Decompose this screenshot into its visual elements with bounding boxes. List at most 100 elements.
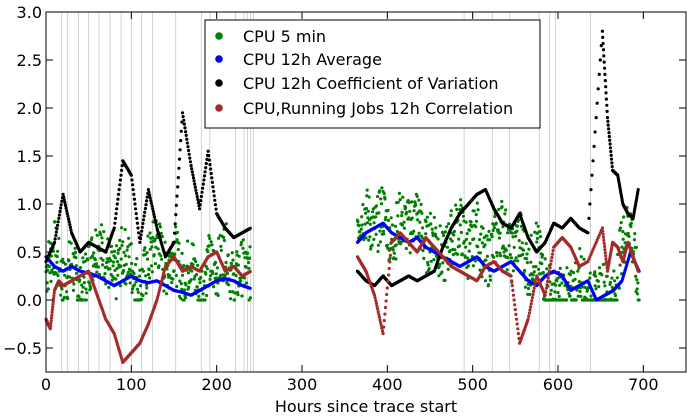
series-0-point: [434, 226, 438, 230]
series-2-point: [212, 194, 216, 198]
series-0-point: [569, 269, 573, 273]
series-0-point: [119, 257, 123, 261]
series-0-point: [510, 231, 514, 235]
series-3-point: [160, 276, 164, 280]
series-0-point: [49, 279, 53, 283]
series-2-point: [603, 79, 607, 83]
series-2-point: [139, 233, 143, 237]
series-3-point: [158, 286, 162, 290]
series-2-point: [130, 178, 134, 182]
series-2-point: [601, 35, 605, 40]
series-2-point: [145, 195, 149, 199]
series-0-point: [115, 266, 119, 271]
series-3-point: [373, 296, 377, 300]
series-0-point: [106, 260, 110, 264]
series-2-point: [118, 178, 122, 182]
series-0-point: [180, 251, 184, 255]
series-0-point: [636, 281, 640, 285]
series-3-point: [593, 243, 597, 247]
series-0-point: [457, 244, 462, 248]
series-2-point: [117, 188, 121, 192]
series-0-point: [150, 270, 154, 274]
series-0-point: [618, 263, 622, 267]
series-0-point: [449, 213, 453, 217]
series-0-point: [151, 236, 155, 240]
series-3-point: [600, 226, 605, 230]
series-2-point: [59, 203, 63, 207]
series-2-point: [195, 191, 199, 195]
series-2-point: [144, 203, 148, 207]
series-0-point: [470, 225, 474, 229]
series-2-point: [151, 209, 155, 214]
series-3-point: [49, 319, 53, 323]
series-0-point: [512, 245, 516, 249]
series-3-point: [383, 312, 387, 316]
series-0-point: [464, 220, 468, 224]
series-2-point: [181, 115, 185, 119]
series-3-point: [248, 269, 252, 274]
series-3-point: [387, 273, 391, 277]
series-0-point: [162, 289, 166, 293]
series-0-point: [543, 257, 547, 261]
series-0-point: [451, 253, 455, 257]
series-0-point: [576, 269, 580, 273]
series-2-point: [131, 183, 135, 187]
series-0-point: [600, 273, 604, 277]
series-0-point: [487, 229, 491, 233]
series-0-point: [434, 235, 438, 239]
series-2-point: [603, 66, 607, 70]
series-0-point: [197, 294, 201, 298]
series-0-point: [366, 209, 370, 213]
series-0-point: [110, 244, 114, 248]
series-2-point: [248, 226, 252, 230]
series-0-point: [118, 246, 122, 250]
series-0-point: [525, 261, 530, 265]
series-0-point: [385, 243, 389, 247]
series-0-point: [118, 238, 122, 242]
series-0-point: [207, 234, 211, 238]
series-0-point: [613, 294, 618, 298]
series-3-point: [374, 301, 378, 305]
series-0-point: [478, 268, 482, 272]
series-0-point: [134, 262, 138, 267]
series-0-point: [126, 245, 130, 249]
series-3-point: [531, 292, 535, 297]
series-0-point: [139, 284, 143, 288]
series-0-point: [505, 268, 509, 272]
series-2-point: [192, 179, 196, 183]
series-0-point: [498, 231, 502, 235]
series-2-point: [56, 223, 60, 227]
series-2-point: [213, 198, 217, 202]
series-0-point: [208, 277, 212, 281]
y-tick-label: 1.5: [17, 147, 42, 166]
series-0-point: [393, 224, 398, 228]
series-2-point: [588, 202, 592, 206]
series-3-point: [510, 279, 514, 283]
series-0-point: [219, 244, 223, 248]
series-0-point: [65, 290, 69, 294]
series-0-point: [526, 286, 531, 291]
series-2-point: [140, 225, 144, 229]
series-0-point: [531, 273, 535, 277]
series-3-point: [51, 305, 55, 309]
series-0-point: [615, 298, 619, 302]
series-2-point: [120, 168, 124, 172]
series-0-point: [81, 256, 85, 260]
series-0-point: [588, 276, 592, 280]
series-0-point: [521, 248, 526, 252]
series-0-point: [538, 229, 542, 234]
series-3-point: [544, 290, 548, 294]
series-0-point: [364, 211, 368, 215]
series-0-point: [499, 254, 503, 258]
legend-label-cpu-jobs-correlation: CPU,Running Jobs 12h Correlation: [243, 99, 513, 118]
series-2-point: [198, 207, 202, 211]
series-2-point: [606, 119, 610, 123]
series-0-point: [378, 240, 382, 244]
series-3-point: [549, 262, 553, 266]
series-0-point: [582, 257, 586, 261]
legend-marker-cpu-12h-average: [215, 55, 223, 63]
series-0-point: [246, 261, 251, 265]
series-0-point: [241, 238, 245, 242]
series-0-point: [239, 243, 243, 247]
series-2-point: [129, 173, 133, 177]
